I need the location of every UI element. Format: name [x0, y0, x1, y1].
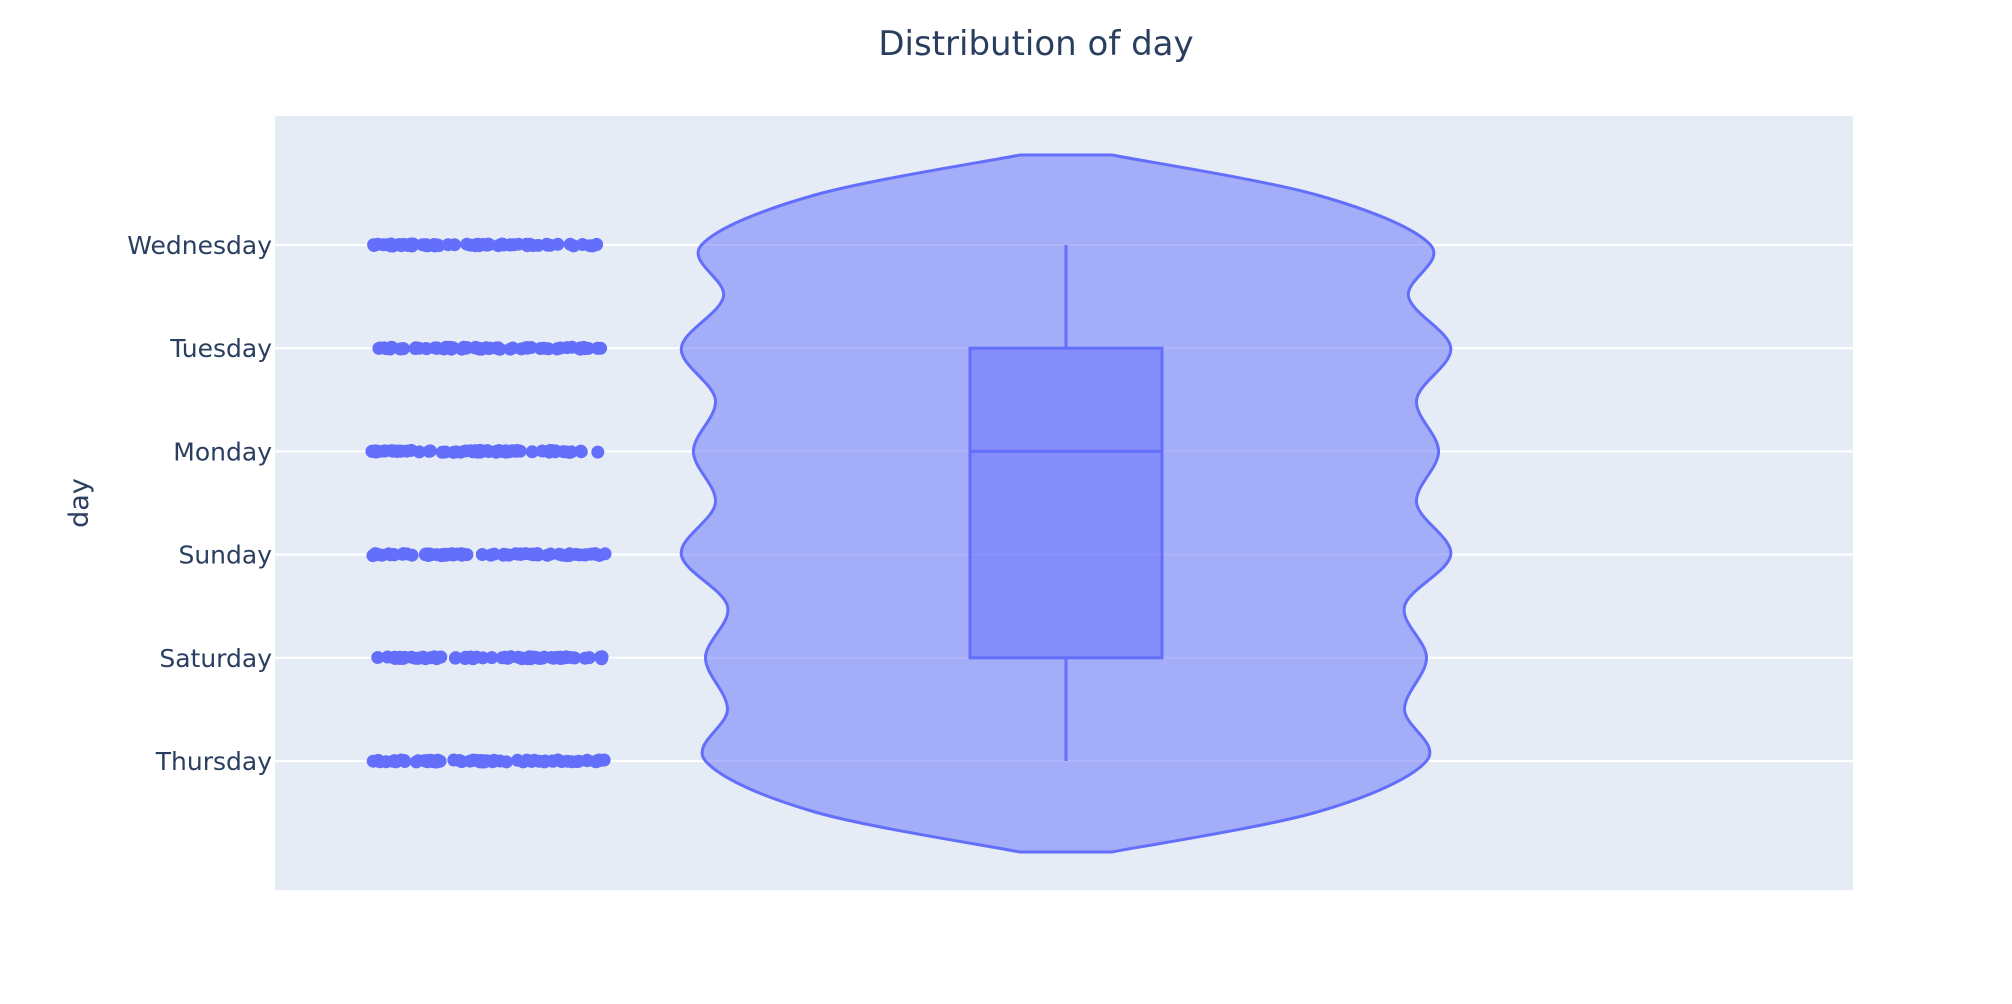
box-iqr	[968, 346, 1164, 660]
data-point	[545, 444, 559, 458]
data-point	[535, 444, 549, 458]
data-point	[499, 755, 513, 769]
data-point	[489, 445, 503, 459]
data-point	[383, 548, 397, 562]
data-point	[581, 341, 595, 355]
chart-title: Distribution of day	[878, 24, 1193, 64]
y-axis-label: day	[64, 478, 95, 528]
data-point	[430, 548, 444, 562]
data-point	[389, 444, 403, 458]
data-point	[597, 753, 611, 767]
data-point	[541, 238, 555, 252]
data-point	[559, 651, 572, 665]
data-point	[366, 754, 380, 768]
data-point	[531, 238, 545, 252]
data-point	[582, 651, 596, 665]
data-point	[497, 547, 511, 561]
data-point	[404, 237, 418, 251]
data-point	[511, 650, 525, 664]
data-point	[588, 547, 602, 561]
data-point	[443, 341, 457, 355]
data-point	[441, 238, 455, 252]
data-point	[466, 445, 480, 459]
data-point	[449, 651, 463, 665]
data-point	[400, 547, 414, 561]
data-point	[408, 342, 422, 355]
data-point	[527, 547, 540, 561]
data-point	[574, 445, 588, 459]
y-tick-label: Sunday	[178, 541, 272, 570]
data-point	[369, 445, 383, 459]
data-point	[422, 444, 436, 458]
y-tick-label: Thursday	[155, 747, 272, 776]
data-point	[460, 237, 474, 251]
data-point	[442, 548, 456, 562]
data-point	[431, 238, 445, 252]
data-point	[367, 239, 381, 252]
data-point	[591, 445, 605, 459]
data-point	[546, 754, 560, 768]
data-point	[473, 755, 487, 769]
data-point	[576, 238, 590, 251]
data-point	[579, 548, 593, 562]
data-point	[408, 651, 422, 665]
data-point	[520, 753, 534, 767]
data-point	[544, 547, 558, 561]
data-point	[563, 549, 576, 562]
data-point	[419, 342, 433, 355]
data-point	[420, 755, 434, 769]
data-point	[438, 445, 452, 459]
data-point	[472, 341, 486, 355]
data-point	[512, 237, 526, 251]
data-point	[594, 650, 607, 664]
data-point	[510, 444, 524, 458]
data-point	[491, 239, 505, 253]
data-point	[371, 651, 385, 664]
data-point	[409, 755, 423, 769]
data-point	[525, 445, 539, 459]
data-point	[565, 755, 579, 769]
data-point	[430, 341, 444, 355]
points-group	[365, 237, 612, 769]
data-point	[563, 237, 577, 251]
data-point	[591, 341, 605, 355]
data-point	[434, 650, 448, 664]
y-tick-labels: Wednesday Tuesday Monday Sunday Saturday Thur…	[127, 231, 272, 776]
data-point	[551, 237, 565, 251]
data-point	[491, 341, 505, 355]
data-point	[477, 238, 491, 252]
data-point	[398, 650, 412, 664]
data-point	[455, 342, 469, 356]
data-point	[598, 547, 612, 561]
data-point	[398, 755, 412, 768]
y-tick-label: Tuesday	[169, 334, 272, 363]
data-point	[514, 547, 528, 561]
data-point	[524, 341, 538, 354]
data-point	[419, 238, 433, 252]
data-point	[564, 445, 578, 459]
data-point	[388, 651, 402, 665]
data-point	[385, 341, 399, 355]
data-point	[396, 342, 410, 356]
data-point	[449, 445, 463, 459]
data-point	[475, 548, 489, 561]
data-point	[460, 548, 474, 562]
y-tick-label: Wednesday	[127, 231, 272, 260]
box-group	[968, 245, 1164, 761]
data-point	[551, 342, 565, 356]
data-point	[470, 650, 484, 664]
data-point	[531, 651, 545, 665]
data-point	[537, 341, 551, 355]
data-point	[447, 753, 461, 767]
y-tick-label: Saturday	[159, 644, 272, 673]
y-tick-label: Monday	[173, 437, 272, 466]
data-point	[503, 342, 517, 356]
data-point	[498, 650, 512, 664]
data-point	[412, 445, 426, 459]
data-point	[485, 651, 499, 665]
data-point	[380, 238, 394, 252]
